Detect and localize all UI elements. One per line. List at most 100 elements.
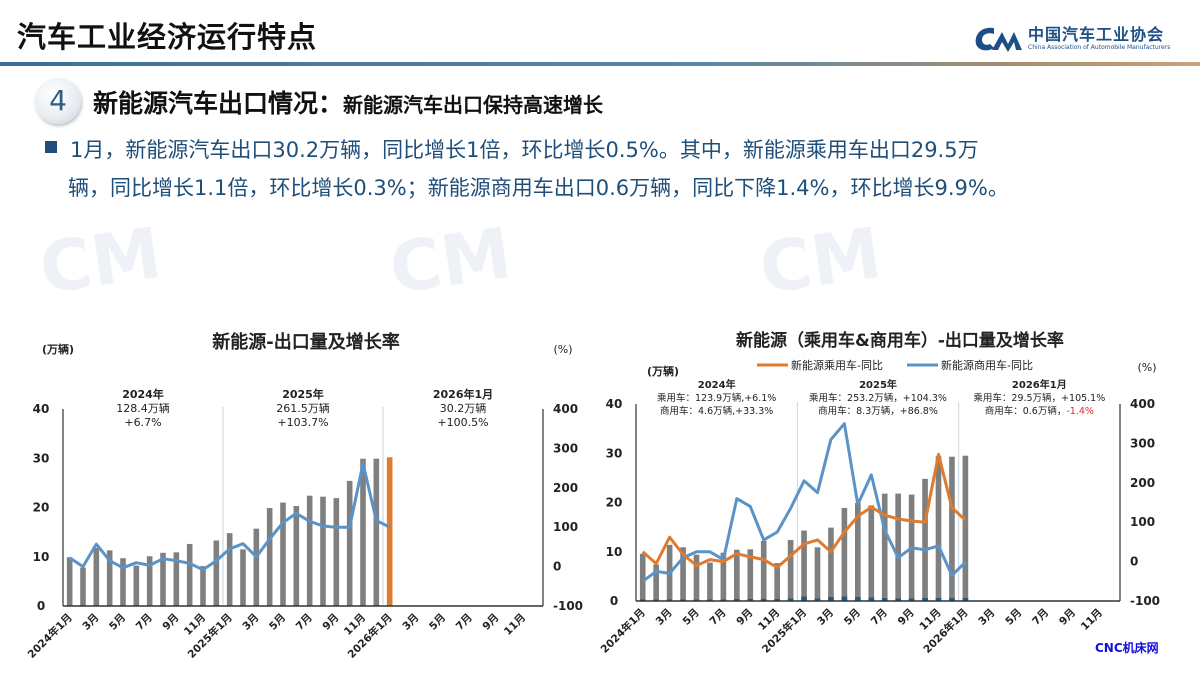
page-title: 汽车工业经济运行特点 xyxy=(17,14,317,56)
caam-logo-icon xyxy=(972,24,1026,54)
bar-export-volume xyxy=(280,503,286,606)
section-number-badge: 4 xyxy=(35,78,81,124)
chart-passenger-commercial-exports: 新能源（乘用车&商用车）-出口量及增长率 新能源乘用车-同比 新能源商用车-同比… xyxy=(600,324,1200,674)
section-subtitle: 新能源汽车出口保持高速增长 xyxy=(343,93,603,117)
bar-export-volume xyxy=(788,540,794,601)
x-tick-label: 9月 xyxy=(1057,607,1078,628)
bar-export-volume xyxy=(374,459,380,606)
bar-export-volume xyxy=(134,566,140,606)
bullet-square-icon xyxy=(45,141,57,153)
x-tick-label: 11月 xyxy=(1079,607,1105,633)
x-tick-label: 5月 xyxy=(1003,607,1024,628)
x-tick-label: 2024年1月 xyxy=(600,606,648,656)
bar-export-volume xyxy=(227,533,233,606)
source-watermark: CNC机床网 xyxy=(1095,639,1159,656)
annotation-volume: 128.4万辆 xyxy=(116,401,170,415)
y-axis-right-label: (%) xyxy=(553,343,572,356)
x-tick-label: 7月 xyxy=(454,612,475,633)
x-tick-label: 7月 xyxy=(294,612,315,633)
logo-name-en: China Association of Automobile Manufact… xyxy=(1028,44,1170,51)
y-tick-right: 100 xyxy=(1130,515,1155,529)
legend-label-commercial: 新能源商用车-同比 xyxy=(941,358,1033,372)
y-tick-left: 30 xyxy=(606,446,623,460)
bar-export-volume xyxy=(842,508,848,601)
y-tick-right: 200 xyxy=(553,481,578,495)
annotation-year: 2024年 xyxy=(122,387,164,401)
x-tick-label: 7月 xyxy=(707,607,728,628)
bar-export-volume xyxy=(936,456,942,601)
bar-export-volume xyxy=(387,457,393,606)
y-axis-right-label: (%) xyxy=(1137,361,1156,374)
x-tick-label: 7月 xyxy=(869,607,890,628)
bar-export-volume xyxy=(307,496,313,606)
x-tick-label: 3月 xyxy=(240,612,261,633)
y-tick-right: -100 xyxy=(553,599,583,613)
y-tick-right: 400 xyxy=(1130,397,1155,411)
bar-export-volume xyxy=(801,531,807,601)
bar-export-volume xyxy=(254,529,260,606)
bar-export-volume xyxy=(94,548,100,606)
bar-export-volume xyxy=(963,456,969,601)
x-tick-label: 9月 xyxy=(160,612,181,633)
y-tick-left: 40 xyxy=(606,397,623,411)
header-divider xyxy=(0,62,1200,66)
annotation-year: 2026年1月 xyxy=(433,387,493,401)
x-tick-label: 11月 xyxy=(502,612,528,638)
y-tick-right: 300 xyxy=(1130,436,1155,450)
bar-export-volume xyxy=(640,554,646,601)
bar-export-volume xyxy=(815,547,821,601)
y-axis-left-label: (万辆) xyxy=(647,364,679,378)
watermark-logo: CM xyxy=(35,212,166,310)
y-tick-left: 0 xyxy=(610,594,618,608)
x-tick-label: 5月 xyxy=(267,612,288,633)
x-tick-label: 7月 xyxy=(1030,607,1051,628)
bar-export-volume xyxy=(868,505,874,601)
x-tick-label: 7月 xyxy=(134,612,155,633)
bar-export-volume xyxy=(214,540,220,606)
bar-export-volume xyxy=(294,506,300,606)
annotation-year: 2026年1月 xyxy=(1012,378,1067,391)
x-tick-label: 3月 xyxy=(400,612,421,633)
bar-export-volume xyxy=(80,568,86,606)
x-tick-label: 9月 xyxy=(896,607,917,628)
y-tick-right: 300 xyxy=(553,441,578,455)
bar-export-volume xyxy=(707,563,713,601)
x-tick-label: 9月 xyxy=(480,612,501,633)
bar-export-volume xyxy=(895,494,901,601)
y-tick-right: 100 xyxy=(553,520,578,534)
annotation-passenger: 乘用车：29.5万辆，+105.1% xyxy=(973,392,1105,404)
y-tick-left: 20 xyxy=(33,501,50,515)
annotation-volume: 261.5万辆 xyxy=(276,401,330,415)
x-tick-label: 5月 xyxy=(427,612,448,633)
x-tick-label: 3月 xyxy=(976,607,997,628)
summary-line-1: 1月，新能源汽车出口30.2万辆，同比增长1倍，环比增长0.5%。其中，新能源乘… xyxy=(70,131,1180,169)
chart-title: 新能源-出口量及增长率 xyxy=(212,331,399,353)
bar-export-volume xyxy=(828,528,834,601)
y-tick-left: 20 xyxy=(606,496,623,510)
y-tick-right: -100 xyxy=(1130,594,1160,608)
x-tick-label: 3月 xyxy=(654,607,675,628)
bar-export-volume xyxy=(922,479,928,601)
bar-export-volume xyxy=(200,566,206,606)
annotation-passenger: 乘用车：123.9万辆,+6.1% xyxy=(657,392,776,404)
bar-export-volume xyxy=(240,549,246,606)
legend-label-passenger: 新能源乘用车-同比 xyxy=(791,358,883,372)
annotation-commercial-growth-negative: -1.4% xyxy=(1066,406,1094,417)
annotation-commercial-prefix: 商用车：0.6万辆， xyxy=(985,405,1067,417)
section-title: 新能源汽车出口情况：新能源汽车出口保持高速增长 xyxy=(93,84,603,120)
annotation-growth: +100.5% xyxy=(437,416,488,429)
bar-export-volume xyxy=(360,459,366,606)
y-tick-left: 10 xyxy=(33,550,50,564)
logo-name-cn: 中国汽车工业协会 xyxy=(1028,21,1164,45)
annotation-commercial: 商用车：8.3万辆，+86.8% xyxy=(818,405,938,417)
x-tick-label: 2024年1月 xyxy=(25,611,75,661)
y-tick-right: 0 xyxy=(553,560,561,574)
y-tick-left: 30 xyxy=(33,451,50,465)
x-tick-label: 9月 xyxy=(320,612,341,633)
bar-export-volume xyxy=(694,555,700,601)
annotation-commercial: 商用车：0.6万辆，-1.4% xyxy=(985,405,1094,417)
chart-title: 新能源（乘用车&商用车）-出口量及增长率 xyxy=(736,330,1064,351)
annotation-year: 2025年 xyxy=(859,378,897,391)
annotation-commercial: 商用车：4.6万辆,+33.3% xyxy=(660,405,773,417)
annotation-passenger: 乘用车：253.2万辆，+104.3% xyxy=(809,392,947,404)
